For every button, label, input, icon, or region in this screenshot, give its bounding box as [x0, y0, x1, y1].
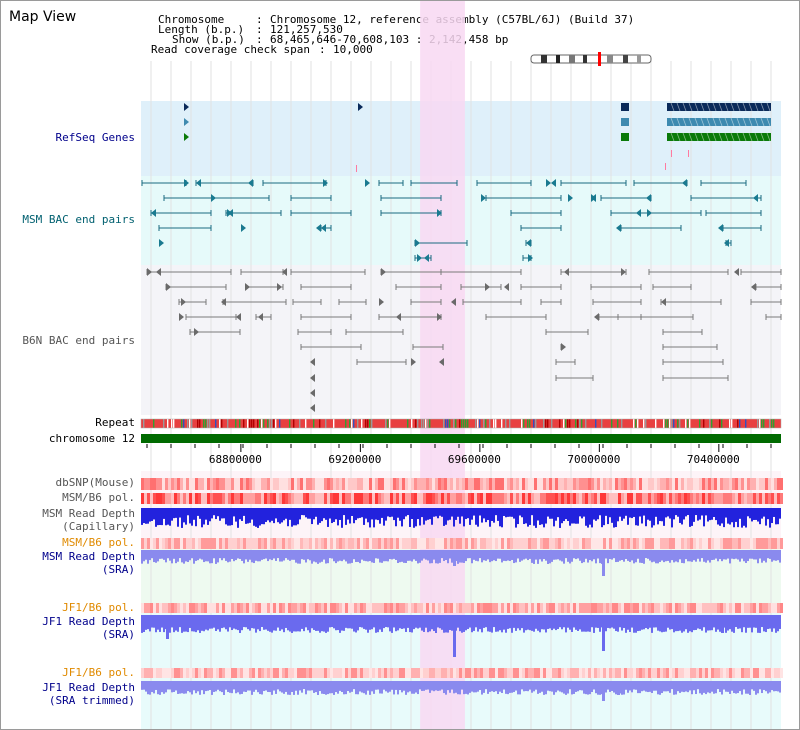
track-label-msm-b6-pol-2[interactable]: MSM/B6 pol.: [62, 536, 135, 549]
show-key: Show (b.p.): [172, 33, 245, 46]
length-sep: :: [256, 23, 263, 36]
track-label-refseq[interactable]: RefSeq Genes: [55, 131, 135, 144]
axis-ticks: [146, 444, 772, 452]
chromosome-sep: :: [256, 13, 263, 26]
dbsnp-track: [141, 478, 783, 490]
track-label-b6n-bac[interactable]: B6N BAC end pairs: [22, 334, 135, 347]
track-label-msm-b6-pol[interactable]: MSM/B6 pol.: [62, 491, 135, 504]
b6n-bac-end-pairs: [146, 268, 782, 412]
track-label-jf1-b6-pol[interactable]: JF1/B6 pol.: [62, 601, 135, 614]
chromosome-key: Chromosome: [158, 13, 225, 26]
track-label-jf1-depth-sra-sub: (SRA): [101, 628, 135, 641]
track-label-chromosome[interactable]: chromosome 12: [48, 432, 135, 445]
msm-bac-end-pairs: [141, 179, 762, 262]
jf1-b6-pol-track: [141, 603, 783, 613]
track-label-msm-bac[interactable]: MSM BAC end pairs: [22, 213, 135, 226]
coverage-key: Read coverage check span: [151, 43, 310, 56]
refseq-genes: [184, 102, 771, 172]
track-label-msm-depth-sra[interactable]: MSM Read Depth: [42, 550, 135, 563]
track-label-jf1-depth-sra[interactable]: JF1 Read Depth: [42, 615, 135, 628]
jf1-b6-pol-track-2: [141, 668, 783, 678]
chromosome-ideogram: [530, 52, 652, 66]
length-key: Length (b.p.): [158, 23, 245, 36]
coverage-value: 10,000: [333, 43, 373, 56]
track-label-msm-depth-sra-sub: (SRA): [101, 563, 135, 576]
jf1-read-depth-sra: [141, 615, 781, 657]
axis-tick-label: 70000000: [567, 453, 621, 466]
axis-tick-label: 69200000: [328, 453, 382, 466]
track-label-repeat[interactable]: Repeat: [95, 416, 135, 429]
jf1-read-depth-trimmed: [141, 681, 781, 701]
msm-read-depth-sra: [141, 550, 781, 576]
axis-tick-label: 68800000: [208, 453, 262, 466]
track-label-jf1-b6-pol-2[interactable]: JF1/B6 pol.: [62, 666, 135, 679]
show-sep: :: [256, 33, 263, 46]
track-label-dbsnp[interactable]: dbSNP(Mouse): [55, 476, 135, 489]
track-label-msm-depth-capillary[interactable]: MSM Read Depth: [42, 507, 135, 520]
axis-tick-label: 70400000: [686, 453, 740, 466]
ideogram-position-marker: [598, 52, 601, 66]
track-label-jf1-depth-trimmed-sub: (SRA trimmed): [48, 694, 135, 707]
track-label-msm-depth-capillary-sub: (Capillary): [62, 520, 135, 533]
msm-b6-pol-track: [141, 493, 783, 504]
map-view-title: Map View: [9, 9, 77, 25]
length-value: 121,257,530: [270, 23, 343, 36]
axis-tick-label: 69600000: [447, 453, 501, 466]
msm-read-depth-capillary: [141, 508, 781, 528]
repeat-track: [140, 418, 782, 429]
track-label-jf1-depth-trimmed[interactable]: JF1 Read Depth: [42, 681, 135, 694]
coverage-sep: :: [319, 43, 326, 56]
msm-b6-pol-track-2: [141, 538, 783, 549]
chromosome-bar: [141, 434, 781, 443]
